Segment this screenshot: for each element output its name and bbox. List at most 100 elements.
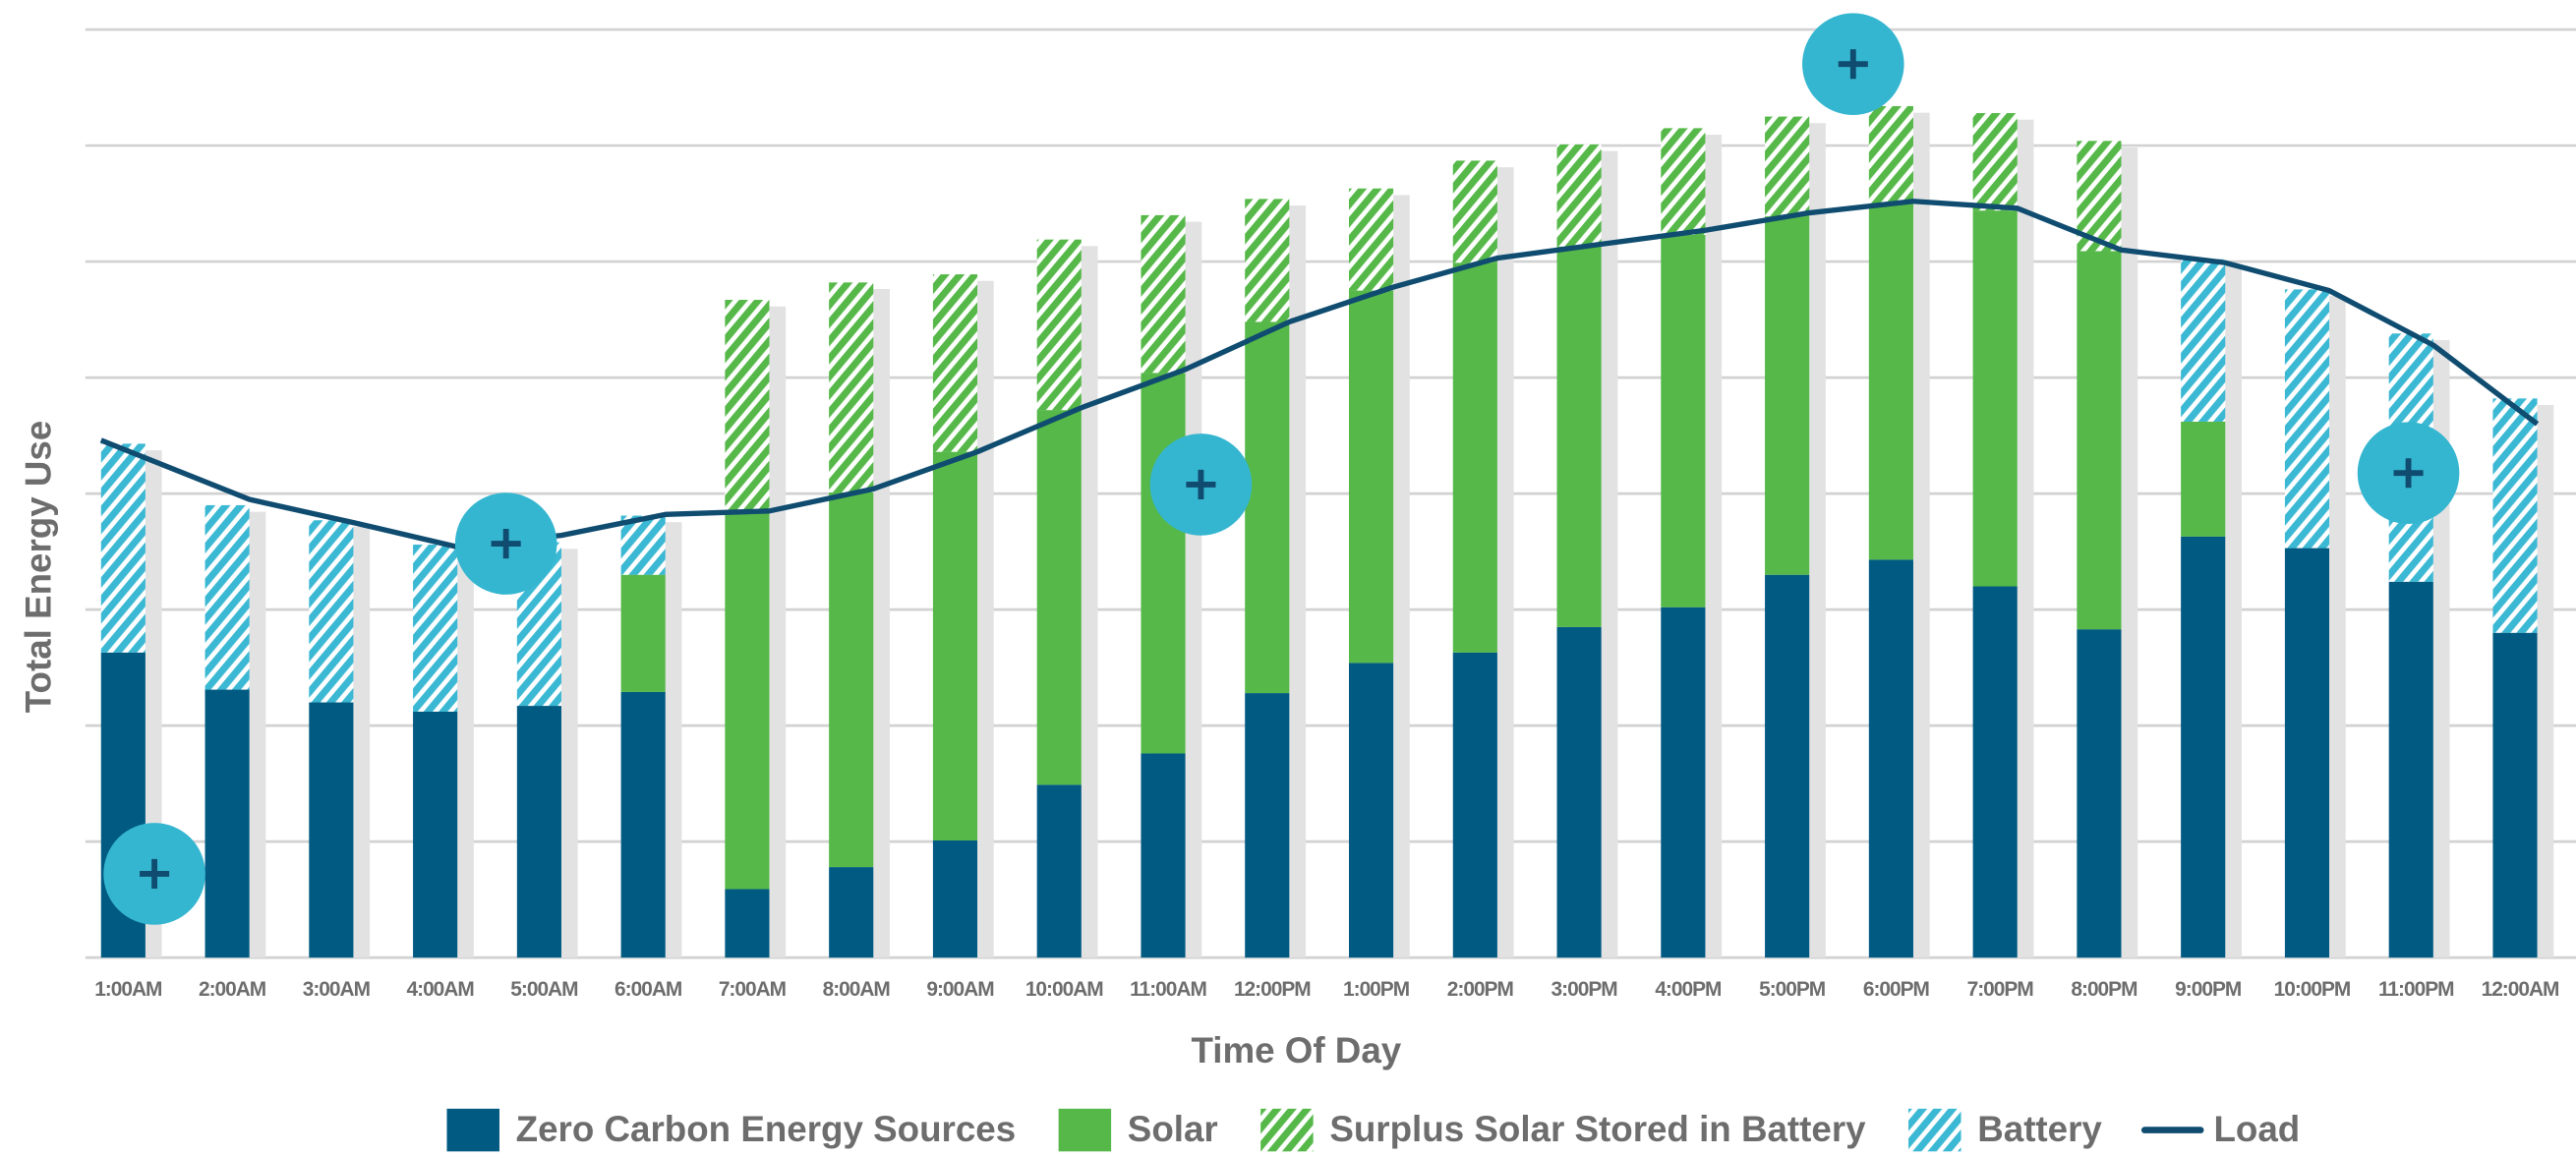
bar-segment bbox=[932, 839, 978, 958]
x-tick-label: 9:00AM bbox=[926, 978, 993, 1001]
x-tick-label: 8:00PM bbox=[2071, 978, 2137, 1001]
legend: Zero Carbon Energy Sources Solar Surplus S… bbox=[446, 1108, 2300, 1152]
bar-segment bbox=[1245, 693, 1290, 958]
x-tick-label: 7:00PM bbox=[1967, 978, 2033, 1001]
bar-segment bbox=[1661, 607, 1706, 958]
hotspots bbox=[103, 13, 2460, 925]
hotspot-button[interactable] bbox=[103, 823, 205, 925]
bar-segment bbox=[413, 711, 458, 958]
legend-item: Solar bbox=[1058, 1108, 1218, 1152]
legend-swatch bbox=[446, 1108, 499, 1152]
bar-segment bbox=[1972, 586, 2018, 958]
x-tick-label: 10:00PM bbox=[2274, 978, 2351, 1001]
bar-segment bbox=[725, 889, 770, 958]
x-tick-label: 10:00AM bbox=[1025, 978, 1103, 1001]
x-tick-label: 1:00PM bbox=[1343, 978, 1409, 1001]
bar-segment bbox=[2284, 289, 2330, 549]
bar-segment bbox=[1245, 199, 1290, 322]
bar-segment bbox=[1036, 239, 1082, 411]
bar-segment bbox=[1036, 410, 1082, 785]
x-tick-label: 2:00PM bbox=[1447, 978, 1513, 1001]
x-tick-label: 12:00AM bbox=[2482, 978, 2559, 1001]
x-tick-label: 12:00PM bbox=[1234, 978, 1311, 1001]
bar-segment bbox=[725, 511, 770, 890]
legend-swatch bbox=[1058, 1108, 1112, 1152]
bar-segment bbox=[1765, 116, 1810, 217]
bar-segment bbox=[1556, 144, 1602, 247]
bar-segment bbox=[1868, 105, 1913, 204]
load-line bbox=[99, 199, 2540, 550]
bar-segment bbox=[1452, 262, 1497, 653]
x-tick-label: 9:00PM bbox=[2175, 978, 2241, 1001]
bar-segment bbox=[2181, 259, 2226, 422]
bar-segment bbox=[620, 691, 666, 958]
bar-segment bbox=[1972, 113, 2018, 211]
bar-segment bbox=[413, 545, 458, 712]
legend-label: Zero Carbon Energy Sources bbox=[516, 1109, 1017, 1149]
bar-segment bbox=[1452, 652, 1497, 958]
bar-segment bbox=[2388, 581, 2433, 958]
legend-item: Surplus Solar Stored in Battery bbox=[1260, 1108, 1866, 1152]
bar-segment bbox=[2181, 536, 2226, 958]
x-tick-label: 5:00PM bbox=[1759, 978, 1825, 1001]
x-tick-label: 3:00AM bbox=[303, 978, 370, 1001]
bar-segment bbox=[2284, 548, 2330, 958]
bar-segment bbox=[829, 492, 874, 868]
x-axis-label: Time Of Day bbox=[1191, 1030, 1401, 1070]
legend-label: Load bbox=[2213, 1109, 2300, 1149]
x-tick-label: 2:00AM bbox=[199, 978, 265, 1001]
bar-segment bbox=[2492, 398, 2538, 633]
legend-label: Surplus Solar Stored in Battery bbox=[1329, 1109, 1866, 1149]
hotspot-button[interactable] bbox=[1149, 434, 1253, 536]
bar-segment bbox=[932, 274, 978, 452]
bar-segment bbox=[1141, 214, 1186, 374]
bar-segment bbox=[620, 515, 666, 575]
bar-segment bbox=[1556, 246, 1602, 627]
bar-segment bbox=[2077, 629, 2122, 958]
x-tick-label: 7:00AM bbox=[719, 978, 786, 1001]
bar-segment bbox=[829, 282, 874, 492]
bar-segment bbox=[205, 689, 250, 958]
hotspot-button[interactable] bbox=[454, 492, 557, 595]
bar-segment bbox=[1765, 216, 1810, 575]
bar-segment bbox=[205, 504, 250, 690]
bar-segment bbox=[1141, 753, 1186, 958]
hotspot-button[interactable] bbox=[1801, 13, 1904, 115]
bar-segment bbox=[1868, 203, 1913, 560]
bar-segment bbox=[1036, 784, 1082, 958]
bar-segment bbox=[1348, 663, 1394, 958]
bar-segment bbox=[1141, 373, 1186, 754]
x-tick-label: 5:00AM bbox=[510, 978, 577, 1001]
load-line-path bbox=[99, 199, 2540, 550]
bar-segment bbox=[2492, 632, 2538, 958]
bar-segment bbox=[516, 706, 561, 958]
bar-segment bbox=[1245, 321, 1290, 694]
bar-segment bbox=[2181, 421, 2226, 537]
x-tick-label: 6:00AM bbox=[615, 978, 681, 1001]
y-axis-label: Total Energy Use bbox=[18, 421, 58, 713]
bar-segment bbox=[932, 451, 978, 840]
bar-segment bbox=[1348, 290, 1394, 664]
bar-segment bbox=[725, 300, 770, 512]
hotspot-button[interactable] bbox=[2357, 422, 2460, 525]
bars bbox=[100, 105, 2554, 958]
legend-label: Battery bbox=[1977, 1109, 2102, 1149]
bar-segment bbox=[620, 574, 666, 692]
legend-label: Solar bbox=[1128, 1109, 1218, 1149]
x-tick-label: 3:00PM bbox=[1551, 978, 1617, 1001]
bar-segment bbox=[1868, 559, 1913, 958]
legend-item: Zero Carbon Energy Sources bbox=[446, 1108, 1017, 1152]
bar-segment bbox=[1661, 128, 1706, 235]
legend-item: Load bbox=[2140, 1109, 2300, 1149]
x-tick-label: 8:00AM bbox=[823, 978, 890, 1001]
bar-segment bbox=[1348, 188, 1394, 291]
x-ticks: 1:00AM 2:00AM 3:00AM 4:00AM 5:00AM 6:00AM 7:00… bbox=[94, 978, 2559, 1001]
legend-item: Battery bbox=[1908, 1108, 2102, 1152]
x-tick-label: 1:00AM bbox=[94, 978, 161, 1001]
bar-segment bbox=[1452, 160, 1497, 263]
bar-segment bbox=[2077, 251, 2122, 630]
x-tick-label: 6:00PM bbox=[1863, 978, 1929, 1001]
x-tick-label: 11:00PM bbox=[2378, 978, 2454, 1001]
